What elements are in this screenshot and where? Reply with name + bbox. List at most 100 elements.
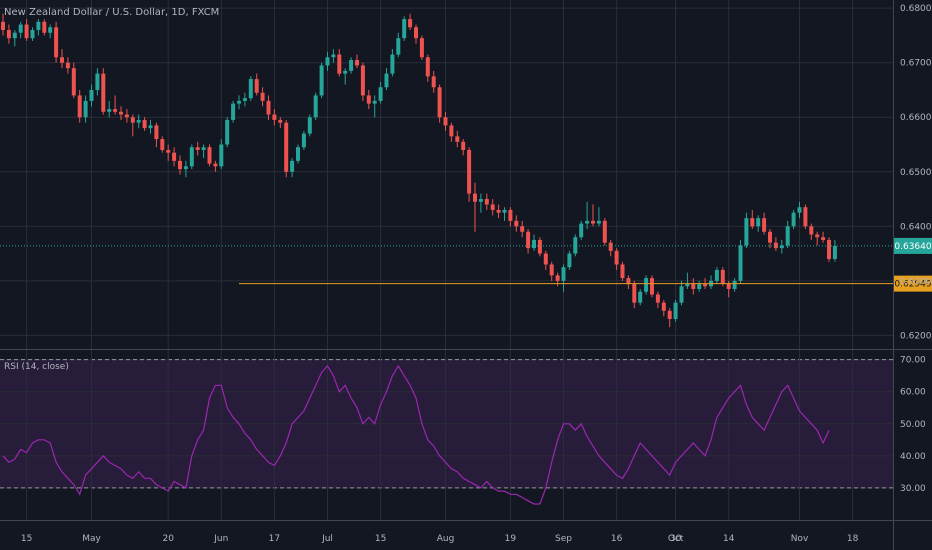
current-price-label: 0.63640 — [894, 242, 931, 252]
candle-body — [467, 149, 472, 194]
candle-body — [402, 19, 407, 39]
candle-body — [673, 302, 678, 320]
x-tick-label: 14 — [723, 534, 735, 544]
candle-body — [443, 117, 448, 126]
candle-body — [461, 141, 466, 150]
candle-body — [532, 239, 536, 249]
candle-body — [207, 147, 212, 164]
candle-body — [48, 27, 53, 33]
candle-body — [620, 264, 625, 279]
candle-body — [768, 231, 772, 243]
candle-body — [661, 302, 666, 311]
candle-body — [561, 267, 566, 281]
candle-body — [473, 193, 477, 202]
candle-body — [219, 144, 224, 167]
candle-body — [667, 310, 672, 320]
candle-body — [213, 163, 218, 167]
candle-body — [703, 283, 708, 287]
candle-body — [514, 220, 519, 227]
candle-body — [714, 269, 719, 281]
candle-body — [272, 114, 277, 120]
candle-body — [732, 280, 737, 290]
candle-body — [756, 218, 761, 227]
candle-body — [24, 24, 29, 39]
candle-body — [83, 100, 88, 118]
candle-body — [254, 79, 259, 93]
candle-body — [750, 218, 755, 227]
candle-body — [195, 147, 200, 150]
candle-body — [815, 234, 820, 238]
x-tick-label: Oct — [668, 534, 684, 544]
candle-body — [154, 125, 159, 140]
candle-body — [537, 239, 542, 254]
candle-body — [343, 70, 348, 74]
x-tick-label: Jul — [321, 534, 333, 544]
candle-body — [337, 54, 342, 74]
candle-body — [77, 95, 82, 118]
candle-body — [579, 223, 584, 238]
x-tick-label: 18 — [847, 534, 859, 544]
candle-body — [284, 122, 289, 172]
rsi-tick-label: 60.00 — [900, 388, 926, 398]
rsi-label: RSI (14, close) — [4, 362, 69, 372]
candle-body — [809, 226, 814, 235]
candle-body — [437, 87, 442, 118]
candle-body — [172, 152, 177, 161]
candle-body — [183, 166, 188, 170]
candle-body — [821, 237, 826, 240]
candle-body — [496, 209, 501, 213]
candle-body — [596, 220, 601, 224]
candle-body — [313, 95, 318, 118]
x-tick-label: 15 — [21, 534, 32, 544]
candle-body — [726, 283, 731, 290]
candle-body — [242, 98, 247, 101]
candle-body — [697, 283, 702, 290]
candle-body — [691, 283, 696, 290]
candle-body — [414, 27, 418, 39]
candle-body — [832, 245, 837, 260]
candle-body — [319, 65, 324, 96]
candle-body — [248, 79, 253, 99]
candle-body — [372, 100, 377, 104]
candle-body — [762, 218, 767, 232]
candle-body — [632, 283, 637, 303]
candle-body — [366, 95, 371, 104]
candle-body — [679, 286, 684, 303]
candle-body — [6, 29, 11, 39]
candle-body — [42, 21, 47, 33]
candle-body — [384, 73, 389, 88]
x-tick-label: 16 — [611, 534, 623, 544]
candle-body — [720, 269, 725, 284]
candle-body — [614, 250, 619, 265]
candle-body — [355, 59, 359, 66]
candle-body — [773, 242, 778, 249]
candle-body — [484, 199, 489, 205]
candle-body — [738, 245, 743, 281]
candle-body — [189, 147, 194, 167]
candle-body — [390, 54, 395, 74]
candle-body — [608, 242, 613, 251]
grid — [0, 0, 893, 520]
candle-body — [54, 27, 59, 58]
candle-body — [502, 209, 507, 213]
candle-body — [71, 68, 76, 96]
horizontal-line-label: 0.62949 — [894, 280, 931, 290]
candle-body — [602, 220, 607, 243]
candle-body — [555, 275, 560, 281]
x-tick-label: 30 — [670, 534, 682, 544]
rsi-line — [2, 364, 830, 505]
candles — [1, 13, 837, 328]
candle-body — [107, 109, 112, 112]
candle-body — [638, 291, 643, 303]
candle-body — [779, 245, 784, 249]
candle-body — [803, 207, 808, 227]
candle-body — [573, 237, 578, 254]
candle-body — [201, 147, 206, 150]
x-tick-label: Jun — [213, 534, 228, 544]
candle-body — [307, 117, 312, 134]
candle-body — [744, 218, 749, 246]
